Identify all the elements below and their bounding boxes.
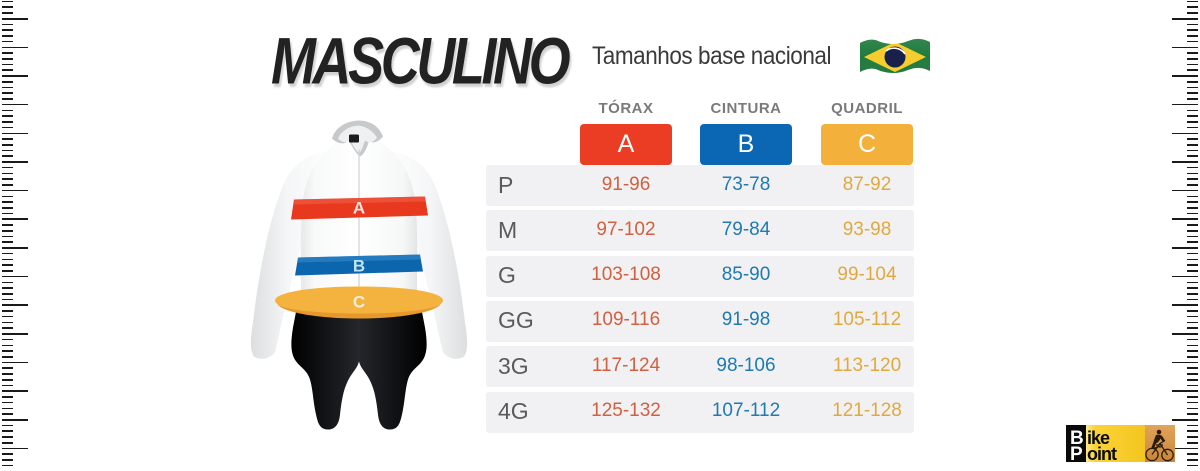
svg-text:oint: oint [1087, 444, 1117, 462]
svg-text:B: B [353, 257, 365, 276]
svg-text:C: C [353, 293, 365, 312]
svg-text:A: A [353, 199, 365, 218]
svg-text:P: P [1070, 444, 1083, 462]
